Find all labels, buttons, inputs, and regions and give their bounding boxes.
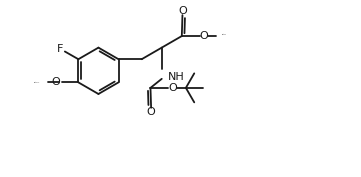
- Text: F: F: [57, 44, 64, 54]
- Text: O: O: [199, 31, 208, 41]
- Text: NH: NH: [168, 72, 185, 82]
- Text: O: O: [147, 107, 156, 117]
- Text: methyl: methyl: [222, 34, 227, 35]
- Text: O: O: [52, 77, 61, 87]
- Text: methoxy: methoxy: [34, 82, 40, 83]
- Text: O: O: [178, 6, 187, 16]
- Text: O: O: [168, 83, 177, 93]
